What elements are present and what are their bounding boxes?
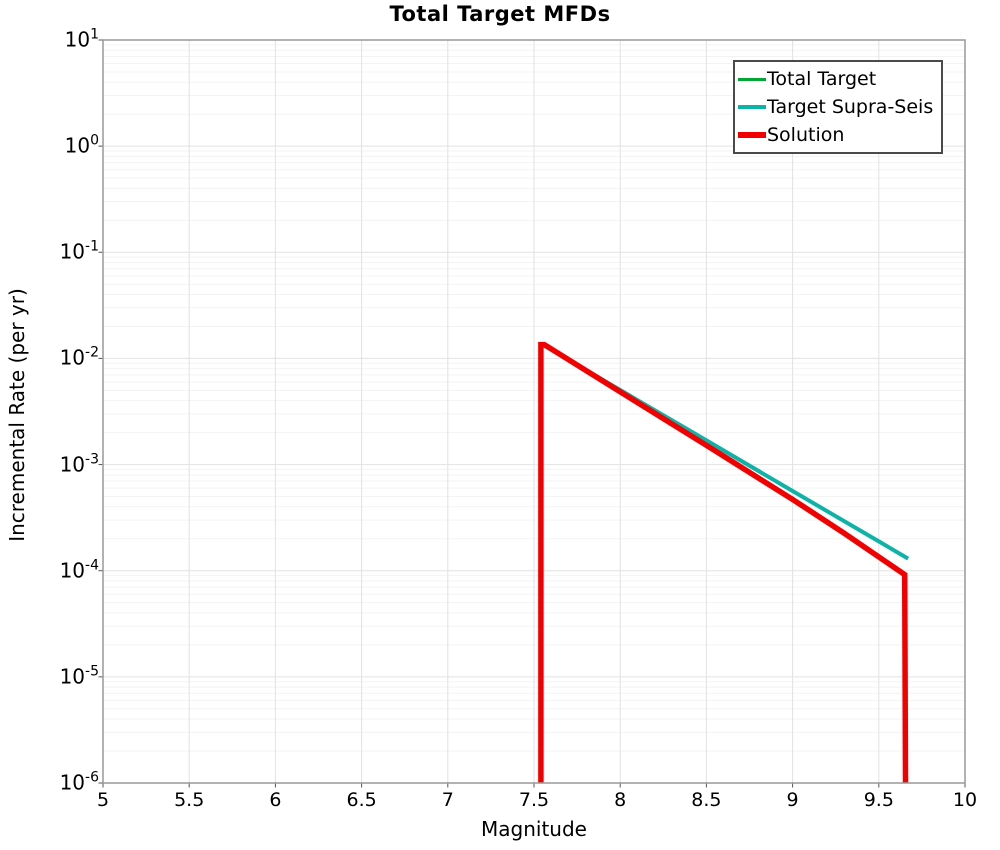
x-tick-label: 9	[786, 789, 799, 811]
y-tick-label: 10-6	[59, 769, 99, 795]
y-tick-label: 101	[64, 26, 99, 52]
legend-line-swatch	[738, 132, 766, 138]
chart-title: Total Target MFDs	[389, 2, 611, 26]
x-tick-label: 8.5	[691, 789, 722, 811]
y-tick-label: 10-3	[59, 451, 99, 477]
legend-item: Solution	[738, 121, 933, 149]
series-line-solution	[538, 341, 909, 784]
x-tick-label: 6.5	[346, 789, 377, 811]
plot-border	[102, 39, 966, 784]
legend-line-swatch	[738, 105, 766, 109]
legend-label: Solution	[767, 124, 845, 146]
x-tick-label: 9.5	[863, 789, 894, 811]
legend-label: Target Supra-Seis	[767, 96, 934, 118]
legend-item: Target Supra-Seis	[738, 93, 933, 121]
legend-label: Total Target	[767, 68, 877, 90]
y-tick-label: 10-2	[59, 344, 99, 370]
x-tick-label: 8	[614, 789, 627, 811]
x-tick-label: 7.5	[518, 789, 550, 811]
y-tick-label: 100	[64, 132, 99, 158]
y-tick-label: 10-4	[59, 557, 99, 583]
x-tick-label: 10	[952, 789, 978, 811]
x-tick-label: 5.5	[174, 789, 205, 811]
legend-item: Total Target	[738, 65, 933, 93]
legend: Total Target Target Supra-Seis Solution	[733, 60, 944, 154]
legend-line-swatch	[738, 77, 766, 81]
x-tick-label: 5	[96, 789, 110, 811]
x-tick-label: 7	[441, 789, 454, 811]
y-tick-label: 10-1	[59, 238, 99, 264]
x-axis-label: Magnitude	[481, 817, 587, 841]
y-tick-label: 10-5	[59, 663, 99, 689]
x-tick-label: 6	[269, 789, 282, 811]
